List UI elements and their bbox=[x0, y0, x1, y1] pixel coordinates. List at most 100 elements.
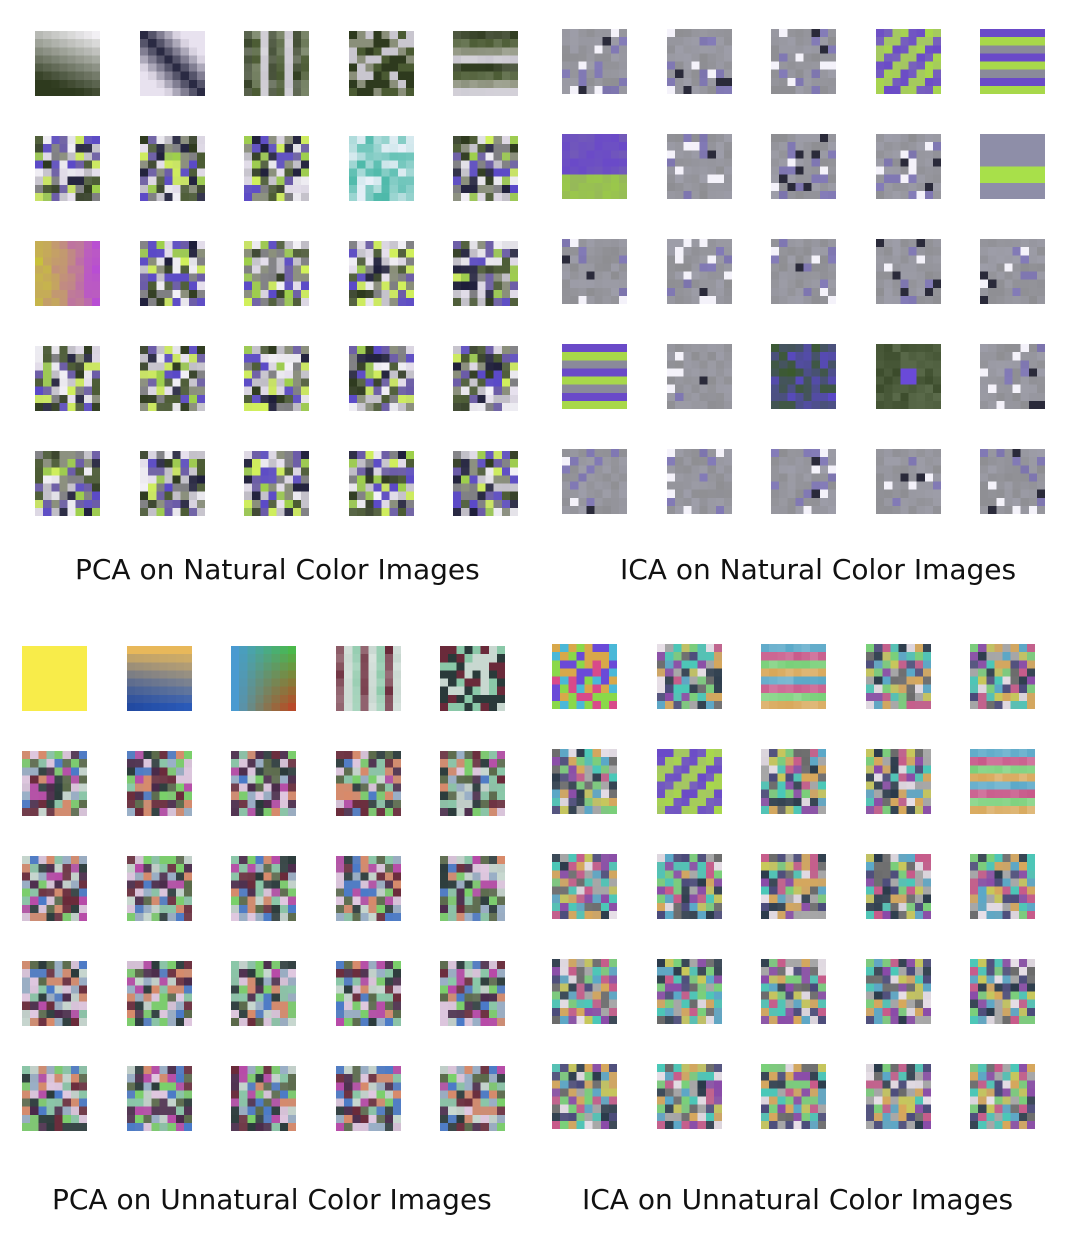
filter-image bbox=[667, 239, 732, 304]
filter-image bbox=[140, 136, 205, 201]
filter-image bbox=[552, 854, 617, 919]
filter-tile bbox=[761, 749, 826, 814]
filter-tile bbox=[349, 346, 414, 411]
filter-image bbox=[866, 959, 931, 1024]
filter-image bbox=[876, 134, 941, 199]
filter-image bbox=[771, 449, 836, 514]
filter-image bbox=[970, 959, 1035, 1024]
filter-tile bbox=[336, 646, 401, 711]
panel-caption: ICA on Unnatural Color Images bbox=[582, 1183, 1014, 1216]
filter-image bbox=[980, 449, 1045, 514]
filter-image bbox=[667, 344, 732, 409]
filter-tile bbox=[244, 31, 309, 96]
filter-tile bbox=[876, 449, 941, 514]
filter-image bbox=[231, 856, 296, 921]
filter-tile bbox=[980, 134, 1045, 199]
filter-tile bbox=[453, 241, 518, 306]
filter-image bbox=[771, 29, 836, 94]
filter-tile bbox=[453, 136, 518, 201]
filter-image bbox=[657, 854, 722, 919]
filter-image bbox=[336, 961, 401, 1026]
filter-image bbox=[22, 856, 87, 921]
filter-image bbox=[244, 346, 309, 411]
filter-tile bbox=[453, 31, 518, 96]
filter-image bbox=[231, 961, 296, 1026]
filter-image bbox=[562, 449, 627, 514]
filter-tile bbox=[231, 856, 296, 921]
filter-tile bbox=[22, 961, 87, 1026]
filter-image bbox=[761, 749, 826, 814]
filter-tile bbox=[667, 134, 732, 199]
filter-image bbox=[667, 449, 732, 514]
filter-tile bbox=[140, 241, 205, 306]
filter-image bbox=[980, 344, 1045, 409]
filter-tile bbox=[440, 751, 505, 816]
filter-tile bbox=[552, 854, 617, 919]
filter-tile bbox=[440, 961, 505, 1026]
filter-tile bbox=[244, 136, 309, 201]
filter-image bbox=[127, 856, 192, 921]
filter-image bbox=[876, 239, 941, 304]
filter-tile bbox=[667, 449, 732, 514]
filter-tile bbox=[970, 644, 1035, 709]
filter-image bbox=[552, 1064, 617, 1129]
filter-tile bbox=[552, 959, 617, 1024]
filter-image bbox=[657, 644, 722, 709]
filter-image bbox=[667, 29, 732, 94]
filter-tile bbox=[562, 239, 627, 304]
filter-tile bbox=[440, 1066, 505, 1131]
filter-image bbox=[552, 959, 617, 1024]
filter-tile bbox=[771, 344, 836, 409]
filter-tile bbox=[440, 856, 505, 921]
filter-tile bbox=[657, 749, 722, 814]
filter-image bbox=[657, 1064, 722, 1129]
filter-tile bbox=[562, 344, 627, 409]
filter-image bbox=[657, 959, 722, 1024]
filter-tile bbox=[876, 134, 941, 199]
filter-tile bbox=[231, 961, 296, 1026]
filter-tile bbox=[140, 31, 205, 96]
filter-image bbox=[349, 241, 414, 306]
filter-image bbox=[244, 136, 309, 201]
filter-image bbox=[140, 451, 205, 516]
filter-tile bbox=[22, 751, 87, 816]
filter-tile bbox=[127, 961, 192, 1026]
filter-tile bbox=[127, 646, 192, 711]
filter-tile bbox=[349, 31, 414, 96]
filter-image bbox=[980, 29, 1045, 94]
filter-image bbox=[22, 961, 87, 1026]
filter-tile bbox=[667, 29, 732, 94]
filter-tile bbox=[35, 136, 100, 201]
filter-tile bbox=[876, 29, 941, 94]
filter-tile bbox=[970, 854, 1035, 919]
filter-tile bbox=[440, 646, 505, 711]
filter-image bbox=[22, 646, 87, 711]
filter-tile bbox=[140, 346, 205, 411]
filter-tile bbox=[35, 31, 100, 96]
filter-tile bbox=[562, 29, 627, 94]
filter-tile bbox=[140, 451, 205, 516]
filter-tile bbox=[35, 451, 100, 516]
filter-image bbox=[440, 856, 505, 921]
filter-tile bbox=[453, 451, 518, 516]
filter-tile bbox=[876, 239, 941, 304]
filter-tile bbox=[35, 346, 100, 411]
filter-tile bbox=[552, 749, 617, 814]
filter-image bbox=[336, 646, 401, 711]
filter-tile bbox=[761, 959, 826, 1024]
filter-image bbox=[35, 31, 100, 96]
filter-image bbox=[35, 136, 100, 201]
filter-tile bbox=[453, 346, 518, 411]
filter-tile bbox=[771, 449, 836, 514]
filter-tile bbox=[336, 856, 401, 921]
filter-tile bbox=[562, 134, 627, 199]
filter-image bbox=[771, 344, 836, 409]
filter-tile bbox=[22, 1066, 87, 1131]
filter-image bbox=[336, 856, 401, 921]
filter-tile bbox=[244, 346, 309, 411]
filter-image bbox=[980, 239, 1045, 304]
filter-image bbox=[127, 751, 192, 816]
filter-image bbox=[140, 31, 205, 96]
filter-tile bbox=[657, 854, 722, 919]
filter-image bbox=[127, 961, 192, 1026]
